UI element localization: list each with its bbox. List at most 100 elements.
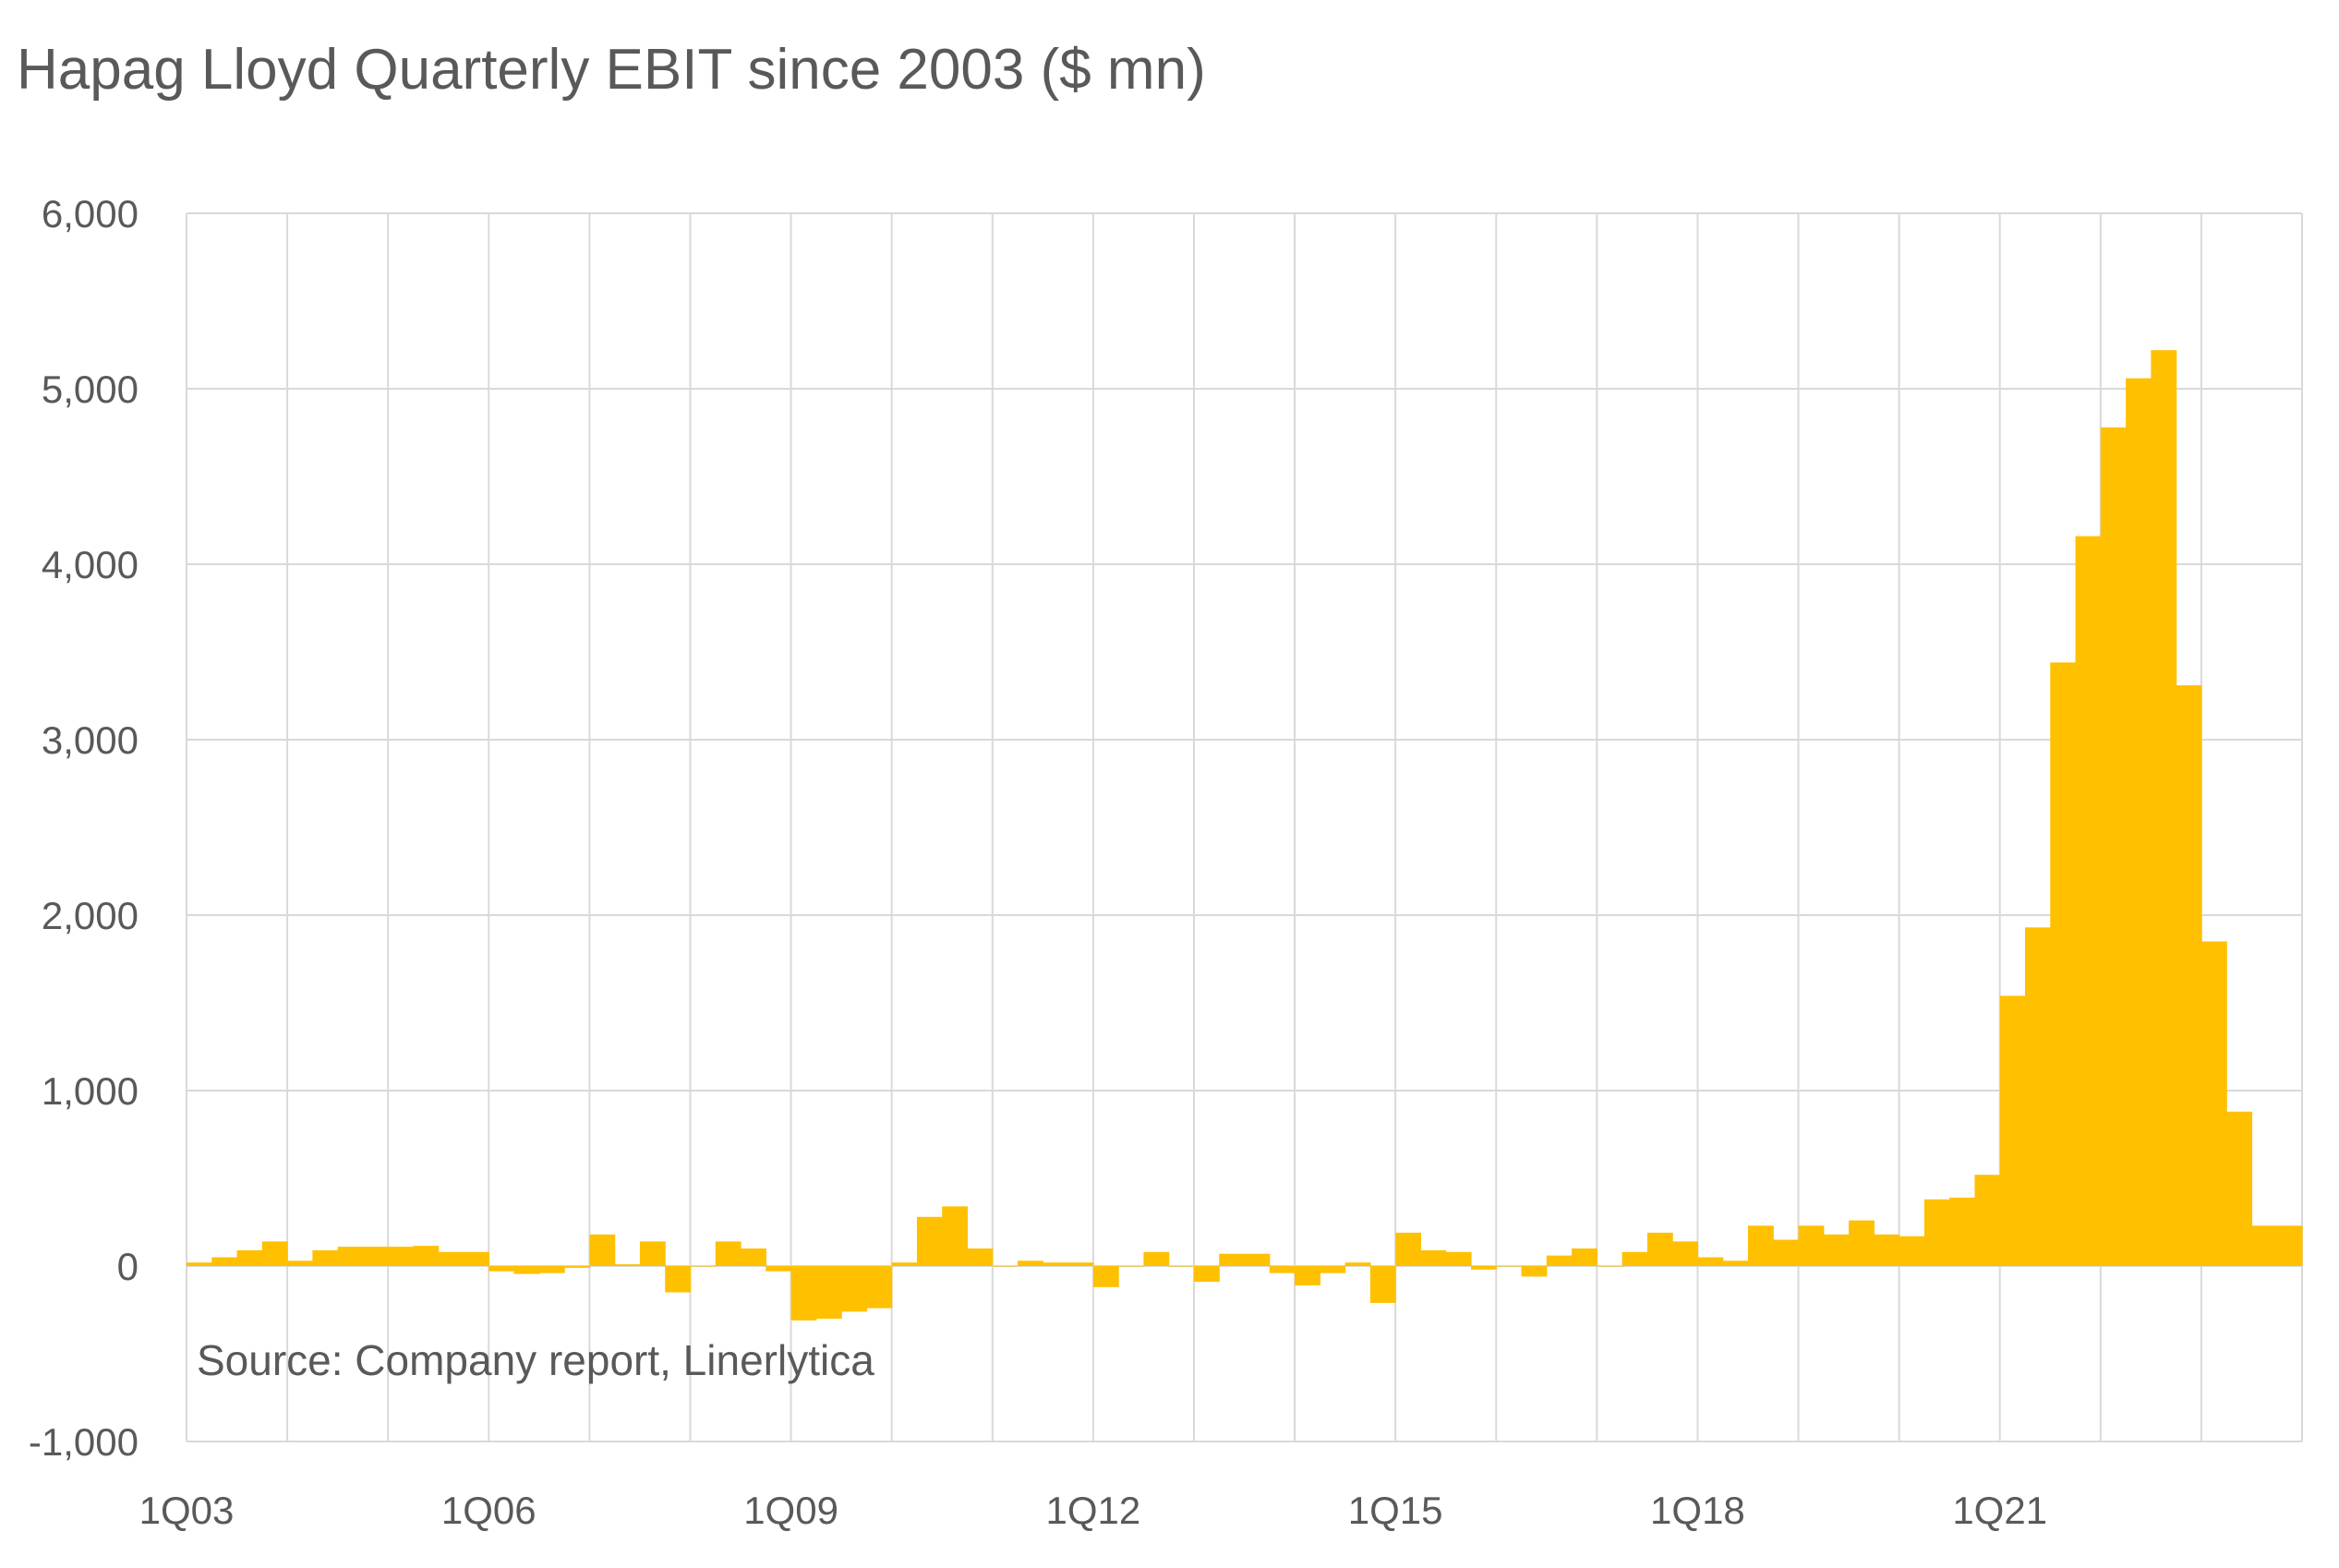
bar — [362, 1247, 389, 1266]
bar — [690, 1266, 717, 1267]
bar — [841, 1266, 867, 1312]
y-tick-label: 0 — [117, 1245, 139, 1288]
x-tick-label: 1Q12 — [1045, 1489, 1140, 1532]
bar — [1092, 1266, 1119, 1287]
bar — [916, 1216, 943, 1266]
bar — [992, 1266, 1019, 1267]
bar — [1999, 995, 2026, 1266]
bar — [1496, 1266, 1523, 1267]
bar — [1118, 1266, 1145, 1267]
bar — [2126, 378, 2152, 1267]
bar — [1244, 1253, 1271, 1266]
bar — [187, 1262, 212, 1266]
bar — [790, 1266, 817, 1321]
bar — [1193, 1266, 1220, 1283]
y-tick-label: 1,000 — [42, 1069, 139, 1113]
bar — [2176, 685, 2202, 1266]
bar — [1722, 1260, 1749, 1266]
bar — [1369, 1266, 1396, 1303]
bar — [1470, 1266, 1497, 1270]
x-tick-label: 1Q18 — [1650, 1489, 1745, 1532]
bar — [1395, 1232, 1422, 1266]
bar — [1295, 1266, 1320, 1285]
bar — [1747, 1225, 1774, 1266]
bar — [1823, 1234, 1850, 1266]
bar — [488, 1266, 515, 1272]
bar — [614, 1264, 641, 1266]
x-tick-label: 1Q15 — [1348, 1489, 1443, 1532]
y-tick-label: 2,000 — [42, 894, 139, 937]
bar — [1168, 1266, 1195, 1267]
bar — [2200, 941, 2227, 1266]
bar — [967, 1248, 994, 1266]
bar — [639, 1241, 666, 1266]
bar — [1219, 1253, 1246, 1266]
bar — [1773, 1239, 1800, 1266]
bar — [438, 1251, 464, 1266]
bar — [715, 1241, 741, 1266]
y-tick-label: 4,000 — [42, 543, 139, 586]
y-axis-ticks: -1,000 0 1,000 2,000 3,000 4,000 5,000 6,000 — [29, 192, 139, 1464]
bar — [741, 1248, 766, 1266]
bar — [2024, 927, 2051, 1266]
bars — [187, 350, 2303, 1321]
bar — [211, 1257, 238, 1266]
x-tick-label: 1Q21 — [1952, 1489, 2047, 1532]
bar — [464, 1251, 489, 1266]
bar — [1344, 1262, 1371, 1266]
bar — [2151, 350, 2177, 1266]
x-tick-label: 1Q03 — [139, 1489, 235, 1532]
bar — [538, 1266, 565, 1273]
bar — [2075, 536, 2102, 1266]
bar — [388, 1247, 415, 1266]
x-tick-label: 1Q06 — [441, 1489, 537, 1532]
y-tick-label: 5,000 — [42, 368, 139, 411]
bar — [287, 1260, 313, 1266]
bar — [766, 1266, 792, 1272]
bar — [1697, 1257, 1724, 1266]
bar — [1018, 1260, 1043, 1266]
bar — [866, 1266, 893, 1309]
bar — [1546, 1255, 1573, 1266]
bar — [1521, 1266, 1548, 1277]
bar — [1420, 1249, 1447, 1266]
bar — [1320, 1266, 1346, 1273]
bar — [1646, 1232, 1673, 1266]
bar — [2251, 1225, 2278, 1266]
bar — [665, 1266, 692, 1293]
source-note: Source: Company report, Linerlytica — [197, 1336, 874, 1384]
bar — [1874, 1234, 1900, 1266]
chart-title: Hapag Lloyd Quarterly EBIT since 2003 ($… — [17, 38, 1206, 102]
bar — [2276, 1225, 2303, 1266]
y-tick-label: -1,000 — [29, 1420, 139, 1464]
bar — [413, 1246, 440, 1266]
bar — [1597, 1266, 1623, 1267]
bar — [1672, 1241, 1699, 1266]
bar — [2050, 662, 2077, 1266]
bar — [1899, 1236, 1925, 1266]
bar — [1043, 1262, 1069, 1266]
bar — [2226, 1111, 2253, 1266]
y-tick-label: 3,000 — [42, 718, 139, 762]
bar — [1143, 1251, 1170, 1266]
x-tick-label: 1Q09 — [743, 1489, 838, 1532]
bar — [1798, 1225, 1825, 1266]
bar — [1067, 1262, 1094, 1266]
bar — [261, 1241, 288, 1266]
bar — [312, 1249, 339, 1266]
bar — [1849, 1220, 1875, 1266]
bar — [942, 1206, 969, 1266]
y-tick-label: 6,000 — [42, 192, 139, 235]
bar — [337, 1247, 364, 1266]
bar — [2100, 427, 2127, 1266]
bar — [564, 1266, 590, 1268]
bar — [1269, 1266, 1296, 1273]
bar — [1923, 1199, 1950, 1266]
bar — [815, 1266, 842, 1319]
x-axis-ticks: 1Q03 1Q06 1Q09 1Q12 1Q15 1Q18 1Q21 — [139, 1489, 2047, 1532]
bar — [1622, 1251, 1648, 1266]
bar — [1445, 1251, 1472, 1266]
bar — [589, 1234, 616, 1266]
bar — [1572, 1248, 1598, 1266]
